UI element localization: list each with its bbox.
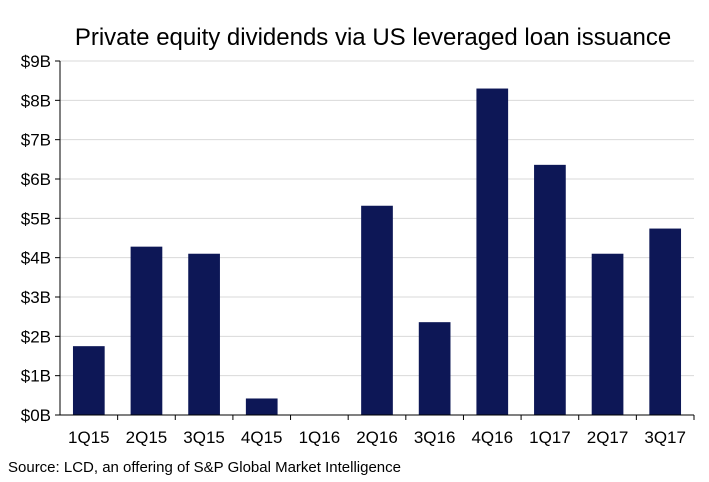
bar-4q16 [476,88,509,416]
y-tick-label: $5B [21,209,51,228]
bar-3q17 [649,228,682,415]
bar-3q16 [418,322,451,415]
bar-2q16 [361,205,393,415]
y-tick-label: $3B [21,288,51,307]
y-tick-label: $2B [21,327,51,346]
bar-1q15 [72,346,105,415]
x-tick-label: 2Q16 [356,428,398,447]
y-tick-label: $6B [21,170,51,189]
y-tick-label: $0B [21,406,51,425]
bar-4q15 [245,398,278,415]
x-tick-label: 4Q15 [241,428,283,447]
y-tick-label: $1B [21,367,51,386]
y-tick-label: $8B [21,91,51,110]
x-tick-label: 1Q15 [68,428,110,447]
y-tick-label: $4B [21,249,51,268]
x-tick-label: 2Q17 [587,428,629,447]
x-axis-ticks: 1Q15 2Q15 3Q15 4Q15 1Q16 2Q16 3Q16 4Q16 1Q17 2Q17… [68,415,695,447]
y-tick-label: $7B [21,131,51,150]
bar-2q17 [591,253,624,415]
x-tick-label: 3Q17 [644,428,686,447]
y-axis-ticks: $0B $1B $2B $3B $4B $5B $6B $7B $8B $9B [21,52,60,425]
x-tick-label: 3Q16 [414,428,456,447]
axes [59,61,694,416]
bars [72,88,682,416]
x-tick-label: 1Q17 [529,428,571,447]
bar-1q17 [534,164,566,415]
source-note: Source: LCD, an offering of S&P Global M… [8,459,401,476]
chart-title: Private equity dividends via US leverage… [75,24,671,51]
bar-3q15 [188,253,220,415]
x-tick-label: 2Q15 [126,428,168,447]
x-tick-label: 1Q16 [299,428,341,447]
y-tick-label: $9B [21,52,51,71]
bar-2q15 [130,246,163,415]
x-tick-label: 3Q15 [183,428,225,447]
x-tick-label: 4Q16 [471,428,513,447]
